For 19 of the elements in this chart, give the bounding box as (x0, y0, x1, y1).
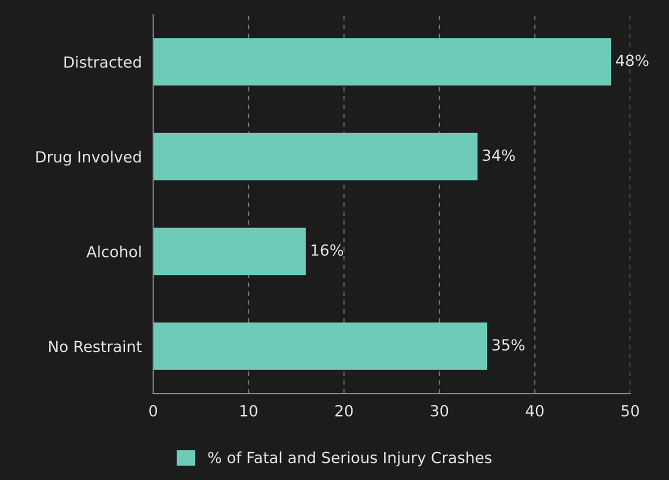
bar (153, 322, 488, 370)
x-tick-label: 20 (335, 404, 353, 417)
y-tick-label: Alcohol (86, 246, 141, 258)
x-tick-label: 50 (622, 404, 639, 417)
x-tick-label: 10 (240, 404, 258, 417)
data-label: 35% (492, 339, 524, 351)
bar (153, 38, 612, 86)
x-tick-label: 40 (526, 404, 544, 417)
y-tick-label: Distracted (64, 56, 141, 68)
bar (153, 228, 306, 276)
bar (153, 132, 478, 180)
legend-label: % of Fatal and Serious Injury Crashes (208, 451, 492, 466)
data-label: 16% (312, 244, 344, 256)
x-tick-label: 30 (430, 404, 448, 417)
y-tick-label: No Restraint (49, 340, 142, 352)
y-tick-label: Drug Involved (36, 150, 141, 166)
data-label: 48% (616, 54, 648, 66)
data-label: 34% (482, 149, 515, 162)
x-tick-label: 0 (149, 404, 158, 417)
